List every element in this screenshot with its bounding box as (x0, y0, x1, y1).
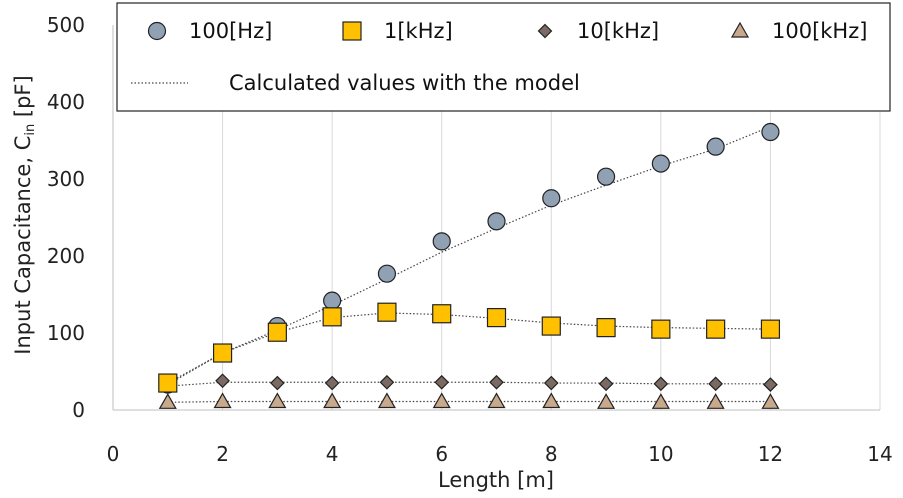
legend: 100[Hz] 1[kHz] 10[kHz] 100[kHz] Calculated v… (116, 2, 891, 112)
y-tick-label: 500 (47, 13, 85, 37)
data-point-triangle (432, 392, 451, 409)
data-point-square (267, 322, 287, 342)
legend-label: 10[kHz] (577, 19, 659, 43)
legend-model-label: Calculated values with the model (229, 71, 580, 95)
y-axis-title-unit: [pF] (11, 75, 35, 123)
legend-label: 100[Hz] (189, 19, 272, 43)
data-point-square (541, 316, 561, 336)
data-point-square (486, 308, 507, 328)
data-point-diamond (270, 375, 285, 391)
data-point-square (322, 307, 342, 327)
y-axis-title-main: Input Capacitance, C (11, 136, 35, 355)
data-point-square (377, 302, 397, 322)
model-curves (167, 126, 771, 403)
y-tick-label: 100 (47, 321, 85, 345)
data-point-diamond (708, 376, 723, 392)
axes (112, 25, 880, 411)
data-point-triangle (651, 393, 670, 409)
data-point-diamond (324, 375, 340, 391)
x-axis-title: Length [m] (438, 468, 554, 492)
data-point-diamond (434, 374, 450, 390)
data-point-diamond (215, 373, 230, 389)
x-tick-label: 2 (216, 442, 229, 466)
data-point-square (651, 319, 671, 339)
data-point-circle (761, 122, 780, 142)
data-point-circle (596, 167, 616, 186)
data-point-square (212, 343, 233, 363)
model-curve (167, 126, 771, 386)
data-point-circle (323, 291, 342, 310)
tick-labels: 0 2 4 6 8 10 12 14 0 100 200 300 400 500 (47, 13, 893, 466)
data-point-circle (487, 212, 506, 231)
x-tick-label: 4 (326, 442, 339, 466)
data-point-triangle (597, 393, 616, 409)
x-tick-label: 8 (545, 442, 558, 466)
data-point-triangle (761, 393, 780, 409)
data-point-circle (706, 137, 725, 156)
legend-marker-triangle (730, 21, 750, 38)
legend-marker-circle (147, 21, 167, 41)
data-point-circle (651, 154, 670, 173)
data-point-triangle (268, 392, 287, 409)
y-tick-label: 0 (72, 398, 85, 422)
data-point-triangle (323, 392, 342, 409)
data-point-triangle (542, 392, 561, 409)
data-point-square (760, 319, 781, 339)
data-point-diamond (379, 374, 395, 390)
legend-box (116, 2, 891, 112)
model-curve (167, 312, 771, 384)
data-point-circle (377, 264, 397, 283)
model-curve (167, 381, 771, 387)
data-point-diamond (543, 375, 559, 391)
data-point-triangle (158, 393, 177, 409)
data-point-diamond (653, 376, 669, 392)
model-curve (167, 400, 771, 403)
x-tick-label: 14 (867, 442, 892, 466)
legend-label: 1[kHz] (384, 19, 453, 43)
x-tick-label: 10 (648, 442, 673, 466)
x-tick-label: 12 (758, 442, 783, 466)
data-point-square (432, 304, 452, 324)
data-point-triangle (487, 392, 506, 409)
data-point-diamond (598, 376, 614, 392)
data-point-circle (432, 232, 451, 251)
legend-marker-square (342, 21, 362, 41)
data-point-triangle (377, 392, 396, 409)
data-point-diamond (763, 377, 778, 392)
x-tick-label: 0 (107, 442, 120, 466)
y-axis-title-subscript: in (23, 124, 38, 136)
data-point-square (596, 318, 616, 338)
data-point-triangle (213, 392, 232, 409)
legend-marker-diamond (537, 23, 553, 39)
y-tick-label: 200 (47, 244, 85, 268)
data-point-circle (542, 189, 561, 208)
data-point-triangle (706, 393, 725, 409)
data-point-diamond (489, 374, 504, 390)
data-points (158, 122, 781, 409)
data-point-square (158, 373, 178, 393)
data-point-square (706, 319, 726, 339)
y-tick-label: 300 (47, 167, 85, 191)
y-axis-title: Input Capacitance, Cin [pF] (11, 75, 38, 354)
y-tick-label: 400 (47, 90, 85, 114)
x-tick-label: 6 (435, 442, 448, 466)
legend-label: 100[kHz] (772, 19, 867, 43)
